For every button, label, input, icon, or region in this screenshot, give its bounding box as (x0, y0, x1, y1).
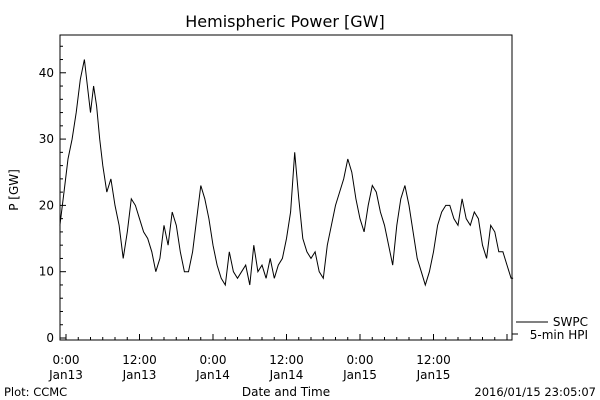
y-tick-label: 10 (39, 265, 54, 279)
x-axis: 0:00Jan1312:00Jan130:00Jan1412:00Jan140:… (48, 334, 508, 382)
plot-frame (59, 34, 513, 341)
y-tick-label: 30 (39, 132, 54, 146)
x-tick-date: Jan14 (195, 368, 230, 382)
x-tick-date: Jan14 (269, 368, 304, 382)
x-tick-time: 0:00 (200, 353, 227, 367)
x-tick-time: 12:00 (269, 353, 304, 367)
y-axis-label: P [GW] (7, 169, 21, 211)
x-axis-label: Date and Time (242, 385, 330, 399)
legend: SWPC 5-min HPI (512, 315, 588, 342)
plot-credit: Plot: CCMC (4, 385, 67, 399)
x-tick-time: 0:00 (53, 353, 80, 367)
y-tick-label: 20 (39, 198, 54, 212)
plot-timestamp: 2016/01/15 23:05:07 (474, 385, 596, 399)
y-tick-label: 40 (39, 66, 54, 80)
x-tick-date: Jan15 (416, 368, 451, 382)
legend-entry-hpi: 5-min HPI (530, 328, 588, 342)
x-tick-date: Jan13 (122, 368, 157, 382)
series-line-swpc (59, 59, 514, 287)
series-layer (59, 59, 514, 287)
x-tick-time: 12:00 (122, 353, 157, 367)
x-tick-time: 12:00 (416, 353, 451, 367)
x-tick-date: Jan13 (48, 368, 83, 382)
chart-title: Hemispheric Power [GW] (185, 12, 384, 31)
legend-entry-swpc: SWPC (553, 315, 588, 329)
y-tick-label: 0 (46, 331, 54, 345)
x-tick-time: 0:00 (347, 353, 374, 367)
x-tick-date: Jan15 (342, 368, 377, 382)
y-axis: 0 10 20 30 40 (39, 45, 66, 345)
